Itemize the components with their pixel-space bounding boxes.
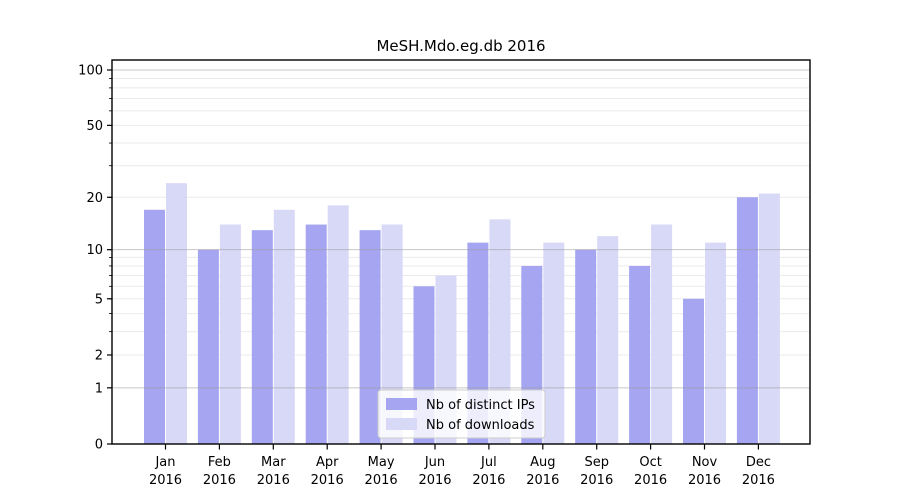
ytick-label-50: 50: [86, 119, 103, 134]
bar-nb-of-downloads-sep: [597, 236, 619, 444]
plot-border: [111, 59, 811, 445]
xtick-year: 2016: [149, 473, 182, 488]
bar-nb-of-downloads-jan: [166, 183, 187, 444]
bar-nb-of-distinct-ips-apr: [305, 224, 327, 444]
xtick-month: Aug: [530, 455, 555, 470]
bar-nb-of-distinct-ips-may: [359, 230, 381, 444]
bar-nb-of-downloads-feb: [219, 224, 241, 444]
legend-label-nb-of-downloads: Nb of downloads: [426, 418, 535, 433]
xtick-year: 2016: [257, 473, 290, 488]
xtick-month: Jul: [480, 455, 497, 470]
bar-nb-of-downloads-apr: [327, 205, 349, 444]
xtick-month: Jan: [154, 455, 175, 470]
bar-nb-of-distinct-ips-jan: [144, 209, 165, 444]
xtick-year: 2016: [472, 473, 505, 488]
bar-nb-of-downloads-aug: [543, 242, 565, 444]
ytick-label-10: 10: [86, 243, 103, 258]
xtick-month: Oct: [639, 455, 661, 470]
xtick-label-jan: Jan 2016: [149, 455, 182, 488]
xtick-label-oct: Oct 2016: [634, 455, 667, 488]
xtick-month: Mar: [261, 455, 286, 470]
xtick-year: 2016: [418, 473, 451, 488]
xtick-month: Jun: [424, 455, 445, 470]
xtick-year: 2016: [203, 473, 236, 488]
bar-nb-of-distinct-ips-sep: [575, 249, 597, 444]
legend-swatch-nb-of-distinct-ips: [386, 398, 417, 410]
bar-nb-of-downloads-nov: [705, 242, 726, 444]
xtick-month: Nov: [692, 455, 718, 470]
xtick-label-jul: Jul 2016: [472, 455, 505, 488]
xtick-label-aug: Aug 2016: [526, 455, 559, 488]
xtick-label-mar: Mar 2016: [257, 455, 290, 488]
ytick-label-20: 20: [86, 191, 103, 206]
xtick-label-nov: Nov 2016: [688, 455, 721, 488]
xtick-month: Apr: [316, 455, 339, 470]
bar-nb-of-distinct-ips-nov: [683, 298, 704, 444]
xtick-month: Dec: [746, 455, 771, 470]
bars: [144, 183, 780, 444]
legend: Nb of distinct IPs Nb of downloads: [377, 389, 546, 439]
bar-nb-of-distinct-ips-mar: [251, 230, 273, 444]
bar-nb-of-downloads-dec: [758, 193, 780, 444]
ytick-label-1: 1: [95, 381, 103, 396]
xtick-month: Feb: [208, 455, 231, 470]
legend-label-nb-of-distinct-ips: Nb of distinct IPs: [426, 398, 535, 413]
xtick-label-dec: Dec 2016: [742, 455, 775, 488]
xtick-label-sep: Sep 2016: [580, 455, 613, 488]
xtick-year: 2016: [742, 473, 775, 488]
xtick-year: 2016: [311, 473, 344, 488]
xtick-label-apr: Apr 2016: [311, 455, 344, 488]
bar-nb-of-distinct-ips-feb: [197, 249, 219, 444]
chart-title: MeSH.Mdo.eg.db 2016: [376, 37, 545, 55]
major-gridlines: [112, 69, 810, 389]
xtick-year: 2016: [580, 473, 613, 488]
xtick-year: 2016: [688, 473, 721, 488]
xtick-label-feb: Feb 2016: [203, 455, 236, 488]
legend-box: [377, 389, 546, 439]
xtick-month: May: [368, 455, 395, 470]
bar-nb-of-downloads-oct: [651, 224, 673, 444]
bar-nb-of-downloads-may: [381, 224, 403, 444]
ytick-label-5: 5: [95, 292, 103, 307]
xtick-label-jun: Jun 2016: [418, 455, 451, 488]
xtick-month: Sep: [584, 455, 609, 470]
xtick-label-may: May 2016: [365, 455, 398, 488]
ytick-label-100: 100: [78, 64, 103, 79]
xtick-year: 2016: [634, 473, 667, 488]
bar-nb-of-distinct-ips-dec: [736, 197, 758, 444]
ytick-label-2: 2: [95, 348, 103, 363]
xtick-year: 2016: [526, 473, 559, 488]
xtick-year: 2016: [365, 473, 398, 488]
legend-swatch-nb-of-downloads: [386, 418, 417, 430]
bar-nb-of-distinct-ips-oct: [629, 265, 651, 444]
ytick-label-0: 0: [95, 438, 103, 453]
bar-nb-of-downloads-mar: [273, 209, 295, 444]
